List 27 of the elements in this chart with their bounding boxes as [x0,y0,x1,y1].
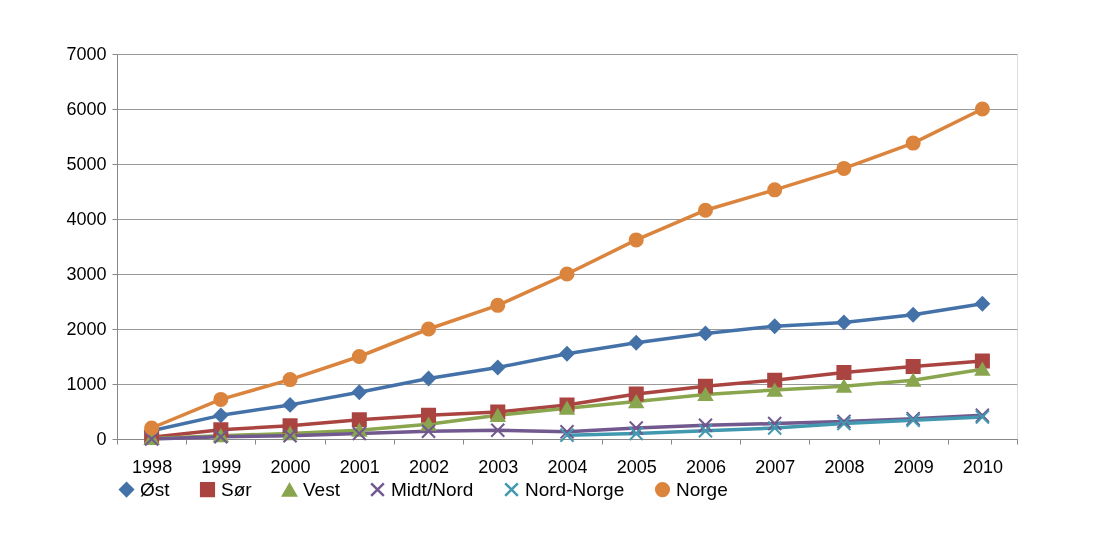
x-tick-label: 2010 [962,456,1003,477]
legend-label: Sør [221,478,253,500]
y-tick-label: 4000 [66,208,107,229]
x-tick-label: 2000 [270,456,311,477]
y-tick-label: 2000 [66,318,107,339]
y-tick-label: 3000 [66,263,107,284]
x-tick-label: 1999 [201,456,242,477]
y-tick-label: 7000 [66,43,107,64]
legend-label: Vest [303,479,341,501]
x-tick-label: 2008 [824,456,865,477]
legend-label: Midt/Nord [391,478,474,500]
legend-label: Nord-Norge [525,478,625,500]
x-tick-label: 2005 [616,456,657,477]
x-tick-label: 2006 [685,456,726,477]
legend-label: Øst [140,478,171,500]
y-tick-label: 6000 [66,98,107,119]
y-tick-label: 5000 [66,153,107,174]
y-tick-label: 1000 [66,373,107,394]
x-tick-label: 2002 [409,456,450,477]
legend-label: Norge [676,478,728,500]
x-tick-label: 2003 [478,456,519,477]
x-tick-label: 2001 [339,456,380,477]
x-tick-label: 2009 [893,456,934,477]
x-tick-label: 2004 [547,456,588,477]
y-tick-label: 0 [96,428,107,449]
x-tick-label: 2007 [755,456,796,477]
x-tick-label: 1998 [132,456,173,477]
